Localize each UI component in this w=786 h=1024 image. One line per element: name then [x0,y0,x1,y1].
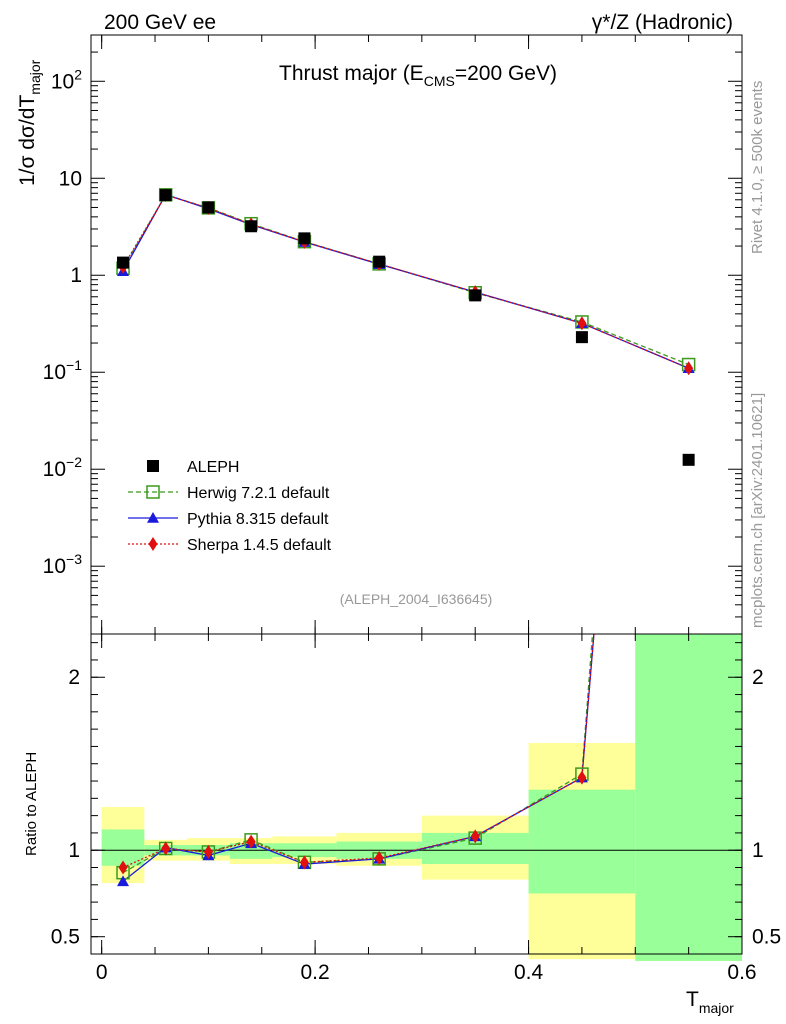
data-point [682,453,695,466]
ratio-marker [374,851,384,865]
ratio-tick-label-right: 2 [752,666,764,689]
ratio-panel: 0.5 0.5 1 1 2 2 Ratio to ALEPH [23,633,781,961]
rivet-label: Rivet 4.1.0, ≥ 500k events [749,81,766,254]
ratio-y-axis-label: Ratio to ALEPH [23,752,40,856]
ratio-tick-label-right: 1 [752,839,764,862]
legend-label: Herwig 7.2.1 default [187,485,330,502]
ratio-band-inner [635,634,742,961]
x-tick-label: 0.4 [514,961,544,984]
legend-marker [148,537,158,551]
y-tick-label: 10−1 [43,357,83,384]
y-tick-label: 10−3 [43,551,83,578]
data-point [298,232,311,245]
data-point [469,289,482,302]
legend-marker [146,485,160,499]
y-tick-label: 102 [51,66,82,93]
ratio-series-group [116,634,595,887]
ratio-tick-label-left: 2 [68,666,80,689]
series-marker [684,361,694,376]
ratio-marker [577,770,587,785]
ratio-series-line [122,634,594,874]
ratio-marker [118,860,128,875]
y-axis-label-main: 1/σ dσ/dT [16,95,39,186]
mcplots-label: mcplots.cern.ch [arXiv:2401.10621] [749,393,766,628]
ratio-band-inner [101,829,145,866]
chart-title: Thrust major (ECMS=200 GeV) [279,62,557,89]
x-tick-label: 0.6 [727,961,756,984]
ratio-tick-label-right: 0.5 [752,926,781,949]
x-axis-label-sub: major [699,1000,734,1016]
legend-label: ALEPH [187,459,239,476]
y-tick-label: 1 [70,264,82,287]
data-point [245,220,258,233]
y-tick-label: 10 [59,167,82,190]
legend-marker [147,460,159,472]
series-line [122,193,689,369]
ratio-marker [470,829,480,844]
ratio-marker [203,844,213,859]
x-axis-label-main: T [686,988,699,1011]
x-axis-label: Tmajor [686,988,734,1016]
ratio-frame [90,633,743,955]
legend-marker [147,512,159,523]
x-tick-label: 0 [96,961,108,984]
legend-label: Pythia 8.315 default [187,511,329,528]
chart-title-sub: CMS [424,73,455,89]
series-line [122,194,689,369]
data-point [373,255,386,268]
data-point [202,201,215,214]
y-axis-label-sub: major [27,59,43,94]
data-point [575,331,588,344]
y-axis-label: 1/σ dσ/dTmajor [16,59,43,186]
chart-title-end: =200 GeV) [455,62,557,85]
ratio-marker [246,834,256,849]
ratio-series-line [122,634,595,869]
process-label: γ*/Z (Hadronic) [592,11,733,34]
analysis-id: (ALEPH_2004_I636645) [340,591,493,607]
ratio-marker [299,855,309,870]
ratio-tick-label-left: 1 [68,839,80,862]
ratio-band-inner [528,789,636,894]
series-marker [577,316,587,331]
legend: ALEPH Herwig 7.2.1 default Pythia 8.315 de… [128,459,332,554]
data-point [159,189,172,202]
main-panel: 102 10 1 10−1 10−2 10−3 Thrust major (ECMS=20… [16,34,743,635]
ratio-marker [117,875,130,887]
energy-label: 200 GeV ee [104,11,216,34]
series-line [122,194,689,366]
legend-label: Sherpa 1.4.5 default [187,537,332,554]
ratio-marker [161,841,171,856]
chart-title-main: Thrust major (E [279,62,424,85]
y-tick-label: 10−2 [43,454,83,481]
ratio-tick-label-left: 0.5 [51,926,80,949]
x-tick-label: 0.2 [301,961,330,984]
data-point [117,256,130,269]
